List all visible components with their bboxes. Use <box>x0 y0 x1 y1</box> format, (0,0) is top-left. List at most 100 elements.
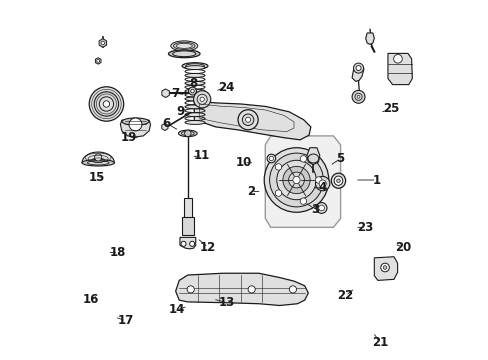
Text: 20: 20 <box>394 241 410 254</box>
Text: 21: 21 <box>371 336 387 348</box>
Ellipse shape <box>87 161 109 165</box>
Circle shape <box>275 190 281 196</box>
Text: 18: 18 <box>110 246 126 259</box>
Ellipse shape <box>184 81 204 85</box>
Circle shape <box>316 203 326 213</box>
Text: 23: 23 <box>357 221 373 234</box>
Circle shape <box>181 241 185 246</box>
Text: 12: 12 <box>200 241 216 254</box>
Ellipse shape <box>184 113 204 117</box>
Circle shape <box>383 266 386 269</box>
Circle shape <box>354 93 362 100</box>
Text: 19: 19 <box>121 131 137 144</box>
Polygon shape <box>373 257 397 280</box>
Circle shape <box>266 154 275 163</box>
Circle shape <box>356 95 359 98</box>
Circle shape <box>315 176 329 191</box>
Polygon shape <box>162 123 168 131</box>
Circle shape <box>300 156 306 162</box>
Ellipse shape <box>184 89 204 93</box>
Text: 22: 22 <box>337 289 353 302</box>
Ellipse shape <box>185 64 204 68</box>
Circle shape <box>189 241 194 246</box>
Ellipse shape <box>184 73 204 77</box>
Ellipse shape <box>176 43 192 48</box>
Text: 1: 1 <box>372 174 380 186</box>
Ellipse shape <box>181 131 194 135</box>
Text: 10: 10 <box>235 156 251 169</box>
Ellipse shape <box>188 87 196 95</box>
Circle shape <box>94 92 119 116</box>
Circle shape <box>193 91 210 108</box>
Circle shape <box>129 118 142 131</box>
Polygon shape <box>95 58 101 64</box>
Circle shape <box>355 66 360 71</box>
Text: 3: 3 <box>311 203 319 216</box>
Polygon shape <box>387 53 411 85</box>
Polygon shape <box>82 152 114 163</box>
Text: 5: 5 <box>336 152 344 165</box>
Ellipse shape <box>333 176 342 185</box>
Polygon shape <box>265 136 340 227</box>
Ellipse shape <box>336 179 340 183</box>
Circle shape <box>275 164 281 170</box>
Circle shape <box>282 166 309 194</box>
Circle shape <box>289 286 296 293</box>
Polygon shape <box>120 120 150 137</box>
Ellipse shape <box>330 173 345 188</box>
Ellipse shape <box>168 50 200 58</box>
Circle shape <box>300 198 306 204</box>
Ellipse shape <box>172 51 196 57</box>
Polygon shape <box>162 89 169 98</box>
Bar <box>182 217 193 234</box>
Circle shape <box>269 156 273 161</box>
Circle shape <box>318 205 324 211</box>
Circle shape <box>264 148 328 212</box>
Circle shape <box>101 41 104 45</box>
Text: 24: 24 <box>217 81 234 94</box>
Text: 2: 2 <box>246 185 255 198</box>
Bar <box>183 198 192 220</box>
Circle shape <box>353 63 363 73</box>
Circle shape <box>269 153 323 207</box>
Ellipse shape <box>307 154 318 163</box>
Ellipse shape <box>170 41 197 51</box>
Text: 15: 15 <box>88 171 105 184</box>
Circle shape <box>276 160 316 200</box>
Circle shape <box>393 54 402 63</box>
Ellipse shape <box>122 118 149 125</box>
Ellipse shape <box>184 105 204 109</box>
Circle shape <box>319 180 325 187</box>
Circle shape <box>200 97 204 102</box>
Polygon shape <box>180 237 195 249</box>
Circle shape <box>292 176 300 184</box>
Circle shape <box>238 110 258 130</box>
Ellipse shape <box>184 121 204 125</box>
Circle shape <box>242 114 253 126</box>
Polygon shape <box>351 66 363 81</box>
Ellipse shape <box>173 42 195 49</box>
Circle shape <box>197 94 207 104</box>
Text: 14: 14 <box>168 303 185 316</box>
Circle shape <box>380 263 388 272</box>
Text: 13: 13 <box>219 296 235 309</box>
Circle shape <box>184 130 191 136</box>
Text: 16: 16 <box>82 293 99 306</box>
Circle shape <box>247 286 255 293</box>
Ellipse shape <box>190 89 194 93</box>
Text: 7: 7 <box>171 87 180 100</box>
Circle shape <box>99 97 113 111</box>
Circle shape <box>315 177 321 183</box>
Circle shape <box>351 90 364 103</box>
Circle shape <box>288 172 304 188</box>
Ellipse shape <box>82 159 114 166</box>
Circle shape <box>103 101 109 107</box>
Circle shape <box>94 154 102 161</box>
Ellipse shape <box>184 97 204 101</box>
Text: 11: 11 <box>194 149 210 162</box>
Polygon shape <box>194 101 310 140</box>
Ellipse shape <box>178 130 197 136</box>
Text: 8: 8 <box>189 77 197 90</box>
Polygon shape <box>365 33 373 44</box>
Text: 4: 4 <box>318 181 326 194</box>
